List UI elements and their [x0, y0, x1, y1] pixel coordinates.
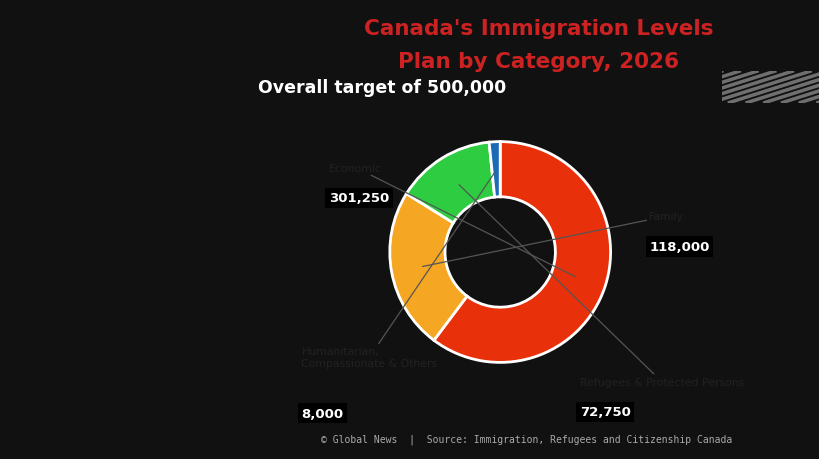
- Wedge shape: [389, 194, 467, 341]
- Text: 8,000: 8,000: [301, 407, 343, 420]
- Text: Plan by Category, 2026: Plan by Category, 2026: [397, 52, 678, 72]
- Text: Humanitarian,
Compassionate & Others: Humanitarian, Compassionate & Others: [301, 174, 494, 368]
- Text: 118,000: 118,000: [649, 241, 708, 253]
- Text: Canada's Immigration Levels: Canada's Immigration Levels: [364, 19, 713, 39]
- Text: Refugees & Protected Persons: Refugees & Protected Persons: [459, 185, 743, 387]
- Text: 72,750: 72,750: [579, 406, 630, 419]
- Text: Economic: Economic: [328, 163, 574, 277]
- Text: 301,250: 301,250: [328, 192, 389, 205]
- Text: Overall target of 500,000: Overall target of 500,000: [258, 78, 505, 97]
- Text: Family: Family: [422, 212, 683, 267]
- Wedge shape: [406, 143, 494, 224]
- Wedge shape: [433, 142, 610, 363]
- Text: © Global News  |  Source: Immigration, Refugees and Citizenship Canada: © Global News | Source: Immigration, Ref…: [321, 433, 731, 443]
- Wedge shape: [488, 142, 500, 198]
